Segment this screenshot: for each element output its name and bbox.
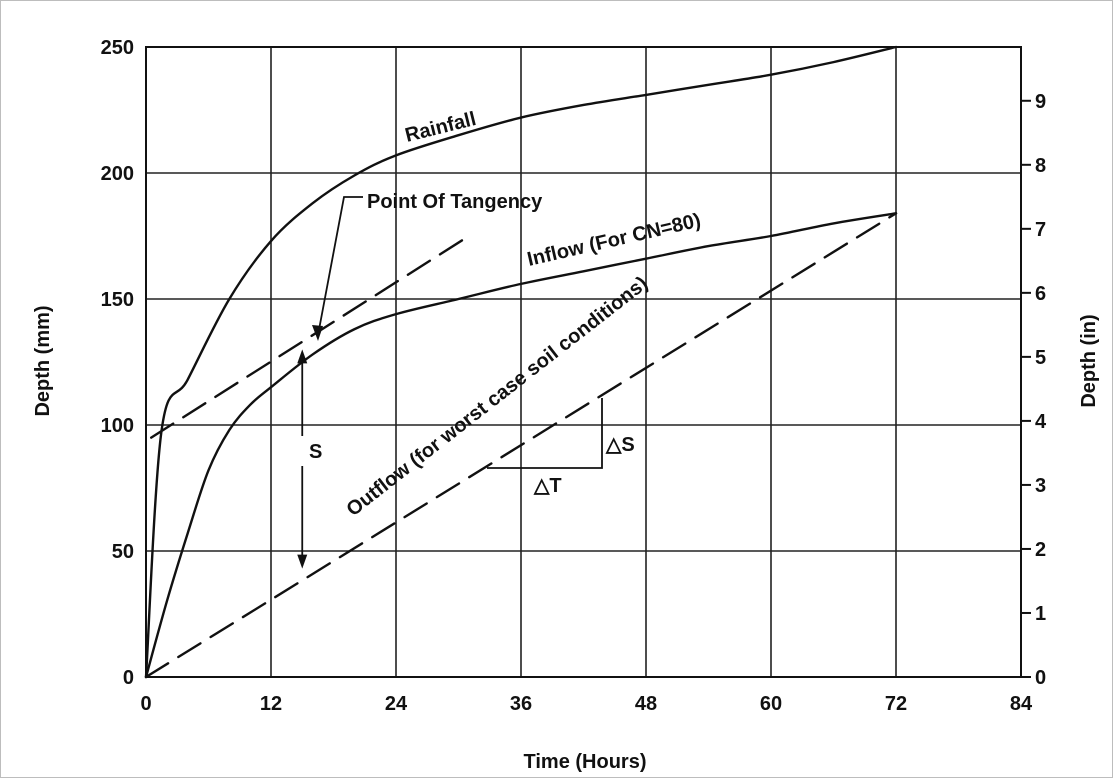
- x-tick-label-72: 72: [885, 693, 907, 715]
- y-tick-label-250: 250: [101, 37, 134, 59]
- x-tick-label-0: 0: [140, 693, 151, 715]
- label-outflow: Outflow (for worst case soil conditions): [343, 272, 653, 521]
- label-s: S: [309, 441, 322, 463]
- series-outflow: [144, 212, 898, 679]
- grid-lines: [145, 46, 1022, 678]
- x-tick-label-84: 84: [1010, 693, 1033, 715]
- annotations: [297, 196, 603, 569]
- series-rainfall: [144, 45, 898, 679]
- s-arrow-head-up: [297, 349, 308, 364]
- x-tick-label-36: 36: [510, 693, 532, 715]
- y2-tick-label-5: 5: [1035, 347, 1046, 369]
- tangency-arrow-head: [312, 325, 323, 341]
- y2-tick-label-0: 0: [1035, 667, 1046, 689]
- label-delta-s: △S: [605, 434, 635, 456]
- series-tangent-line: [150, 234, 471, 439]
- axes: [145, 46, 1031, 678]
- x-tick-label-60: 60: [760, 693, 782, 715]
- y2-tick-label-9: 9: [1035, 91, 1046, 113]
- y2-tick-label-1: 1: [1035, 603, 1046, 625]
- x-axis-label: Time (Hours): [524, 751, 647, 773]
- tangency-leader-line: [317, 196, 363, 336]
- y-tick-label-100: 100: [101, 415, 134, 437]
- y-axis-label: Depth (mm): [32, 305, 54, 416]
- x-tick-label-48: 48: [635, 693, 657, 715]
- y2-tick-label-6: 6: [1035, 283, 1046, 305]
- label-inflow: Inflow (For CN=80): [525, 210, 703, 271]
- y-tick-label-0: 0: [123, 667, 134, 689]
- series-inflow: [144, 212, 898, 679]
- y2-tick-label-3: 3: [1035, 475, 1046, 497]
- x-tick-label-12: 12: [260, 693, 282, 715]
- slope-triangle: [487, 398, 603, 469]
- y-tick-label-200: 200: [101, 163, 134, 185]
- y2-axis-label: Depth (in): [1078, 314, 1100, 407]
- y2-tick-label-4: 4: [1035, 411, 1047, 433]
- label-delta-t: △T: [533, 475, 562, 497]
- x-tick-label-24: 24: [385, 693, 408, 715]
- s-arrow-head-down: [297, 554, 308, 569]
- series-lines: [144, 45, 898, 679]
- label-point-of-tangency: Point Of Tangency: [367, 191, 543, 213]
- y2-tick-label-2: 2: [1035, 539, 1046, 561]
- y-tick-label-50: 50: [112, 541, 134, 563]
- y-tick-label-150: 150: [101, 289, 134, 311]
- y2-tick-label-7: 7: [1035, 219, 1046, 241]
- plot-area-border: [145, 46, 1022, 678]
- y2-tick-label-8: 8: [1035, 155, 1046, 177]
